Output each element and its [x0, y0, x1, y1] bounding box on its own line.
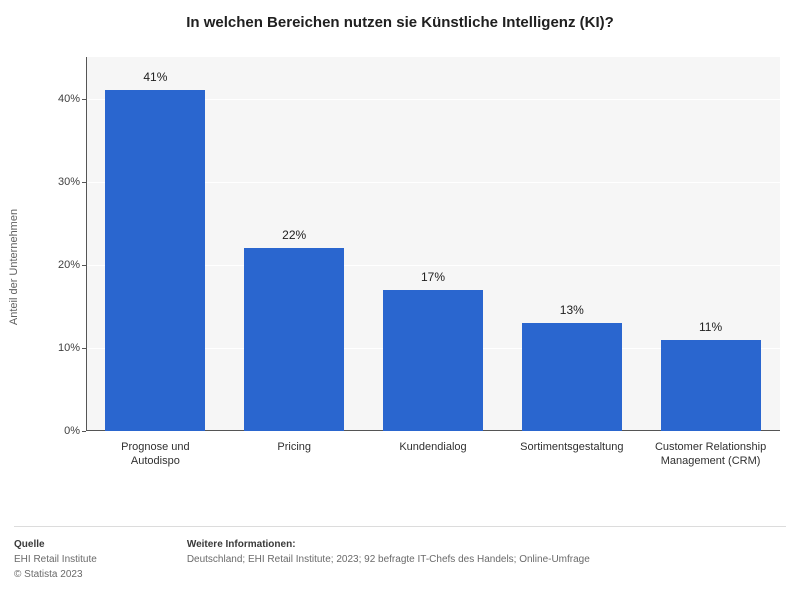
bar-value-label: 41%	[143, 70, 167, 84]
bar-value-label: 11%	[699, 320, 722, 334]
y-tick-label: 20%	[50, 259, 80, 271]
footer-source-heading: Quelle	[14, 539, 45, 550]
bar-value-label: 22%	[282, 228, 306, 242]
bar	[105, 90, 205, 431]
bar-slot: 22%	[225, 57, 364, 431]
bar-slot: 11%	[641, 57, 780, 431]
x-category-label: Sortimentsgestaltung	[502, 435, 641, 487]
x-category-label: Customer RelationshipManagement (CRM)	[641, 435, 780, 487]
bar-value-label: 17%	[421, 270, 445, 284]
footer-info-text: Deutschland; EHI Retail Institute; 2023;…	[187, 554, 590, 565]
footer-info: Weitere Informationen: Deutschland; EHI …	[187, 537, 590, 582]
bar	[383, 290, 483, 431]
chart-area: Anteil der Unternehmen 0%10%20%30%40% 41…	[50, 47, 790, 487]
x-labels-container: Prognose undAutodispoPricingKundendialog…	[86, 435, 780, 487]
bars-container: 41% 22% 17% 13% 11%	[86, 57, 780, 431]
x-category-label: Prognose undAutodispo	[86, 435, 225, 487]
chart-title: In welchen Bereichen nutzen sie Künstlic…	[0, 0, 800, 41]
bar-value-label: 13%	[560, 303, 584, 317]
bar	[244, 248, 344, 431]
bar-slot: 17%	[364, 57, 503, 431]
chart-footer: Quelle EHI Retail Institute © Statista 2…	[14, 526, 786, 582]
y-tick-label: 0%	[50, 425, 80, 437]
bar-slot: 13%	[502, 57, 641, 431]
bar-slot: 41%	[86, 57, 225, 431]
footer-source-line2: © Statista 2023	[14, 569, 83, 580]
footer-source-line1: EHI Retail Institute	[14, 554, 97, 565]
y-tick-label: 10%	[50, 342, 80, 354]
y-axis-label: Anteil der Unternehmen	[8, 209, 20, 325]
bar	[661, 340, 761, 431]
x-category-label: Kundendialog	[364, 435, 503, 487]
bar	[522, 323, 622, 431]
footer-info-heading: Weitere Informationen:	[187, 539, 296, 550]
y-tick-label: 40%	[50, 93, 80, 105]
y-tick-label: 30%	[50, 176, 80, 188]
y-tick-mark	[82, 431, 86, 432]
footer-source: Quelle EHI Retail Institute © Statista 2…	[14, 537, 97, 582]
x-category-label: Pricing	[225, 435, 364, 487]
